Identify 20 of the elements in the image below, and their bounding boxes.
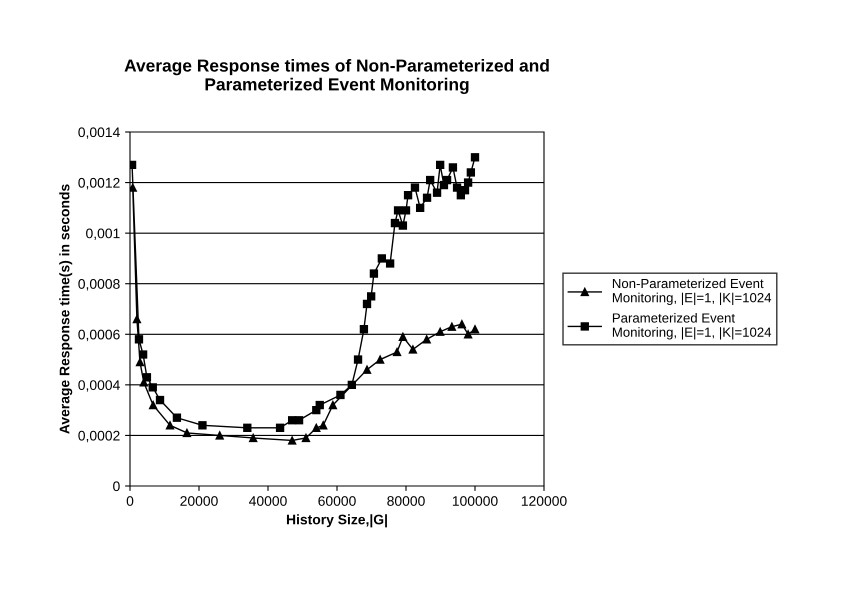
y-tick-label: 0,0008 (78, 279, 120, 291)
y-tick-label: 0,0012 (78, 178, 120, 190)
y-tick-label: 0,0004 (78, 380, 120, 392)
y-axis-title: Average Response time(s) in seconds (59, 184, 72, 434)
y-tick-label: 0 (113, 481, 120, 492)
x-tick-label: 100000 (452, 496, 498, 506)
x-axis-title: History Size,|G| (286, 514, 387, 528)
legend-label: Non-Parameterized Event Monitoring, |E|=1, |K|=1024 (612, 278, 772, 306)
x-tick-label: 80000 (387, 496, 425, 506)
x-tick-label: 120000 (522, 496, 567, 506)
y-tick-label: 0,0006 (78, 330, 120, 342)
y-tick-label: 0,0002 (78, 430, 120, 442)
chart-title: Average Response times of Non-Parameterized and Parameterized Event Monitoring (124, 58, 549, 94)
x-tick-label: 60000 (318, 496, 356, 506)
x-tick-label: 40000 (249, 496, 287, 506)
y-tick-label: 0,0014 (78, 127, 120, 139)
x-tick-label: 0 (126, 496, 134, 506)
x-tick-label: 20000 (180, 496, 218, 506)
legend-label: Parameterized Event Monitoring, |E|=1, |K|=1024 (612, 312, 772, 340)
y-tick-label: 0,001 (86, 228, 120, 240)
